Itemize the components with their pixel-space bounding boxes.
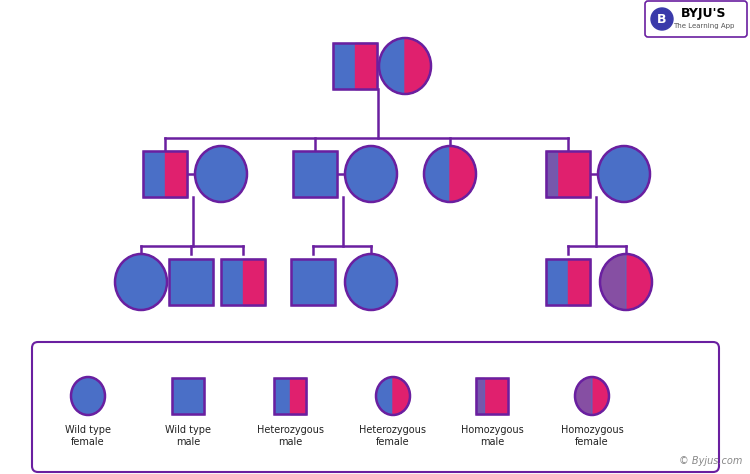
Ellipse shape (71, 377, 105, 415)
Bar (172, 378, 204, 414)
Bar (546, 259, 590, 305)
Text: Heterozygous
female: Heterozygous female (359, 425, 427, 447)
Bar (355, 43, 377, 89)
Ellipse shape (195, 146, 247, 202)
Polygon shape (405, 38, 431, 94)
Bar (546, 259, 590, 305)
Bar (546, 151, 590, 197)
Bar (546, 151, 557, 197)
Bar (568, 259, 590, 305)
FancyBboxPatch shape (32, 342, 719, 472)
Bar (291, 259, 335, 305)
Bar (293, 151, 337, 197)
Bar (243, 259, 265, 305)
Bar (476, 378, 484, 414)
Ellipse shape (424, 146, 476, 202)
Bar (221, 259, 265, 305)
Ellipse shape (600, 254, 652, 310)
Text: Wild type
female: Wild type female (65, 425, 111, 447)
Ellipse shape (376, 377, 410, 415)
Ellipse shape (115, 254, 167, 310)
Polygon shape (575, 377, 592, 415)
Bar (291, 259, 335, 305)
Text: BYJU'S: BYJU'S (681, 7, 727, 20)
Bar (172, 378, 204, 414)
Text: Homozygous
male: Homozygous male (460, 425, 524, 447)
Bar (546, 151, 590, 197)
FancyBboxPatch shape (645, 1, 747, 37)
Polygon shape (393, 377, 410, 415)
Ellipse shape (345, 146, 397, 202)
Ellipse shape (379, 38, 431, 94)
Polygon shape (450, 146, 476, 202)
Ellipse shape (575, 377, 609, 415)
Bar (221, 259, 265, 305)
Bar (143, 151, 187, 197)
Bar (333, 43, 377, 89)
Ellipse shape (345, 254, 397, 310)
Bar (169, 259, 213, 305)
Bar (274, 378, 306, 414)
Text: B: B (657, 12, 667, 26)
Text: © Byjus.com: © Byjus.com (679, 456, 742, 466)
Bar (290, 378, 306, 414)
Bar (293, 151, 337, 197)
Bar (143, 151, 187, 197)
Bar (169, 259, 213, 305)
Bar (476, 378, 508, 414)
Bar (274, 378, 306, 414)
Text: Wild type
male: Wild type male (165, 425, 211, 447)
Bar (165, 151, 187, 197)
Polygon shape (600, 254, 626, 310)
Bar (333, 43, 377, 89)
Ellipse shape (598, 146, 650, 202)
Circle shape (651, 8, 673, 30)
Bar (476, 378, 508, 414)
Text: The Learning App: The Learning App (673, 23, 734, 28)
Text: Homozygous
female: Homozygous female (560, 425, 623, 447)
Text: Heterozygous
male: Heterozygous male (256, 425, 323, 447)
